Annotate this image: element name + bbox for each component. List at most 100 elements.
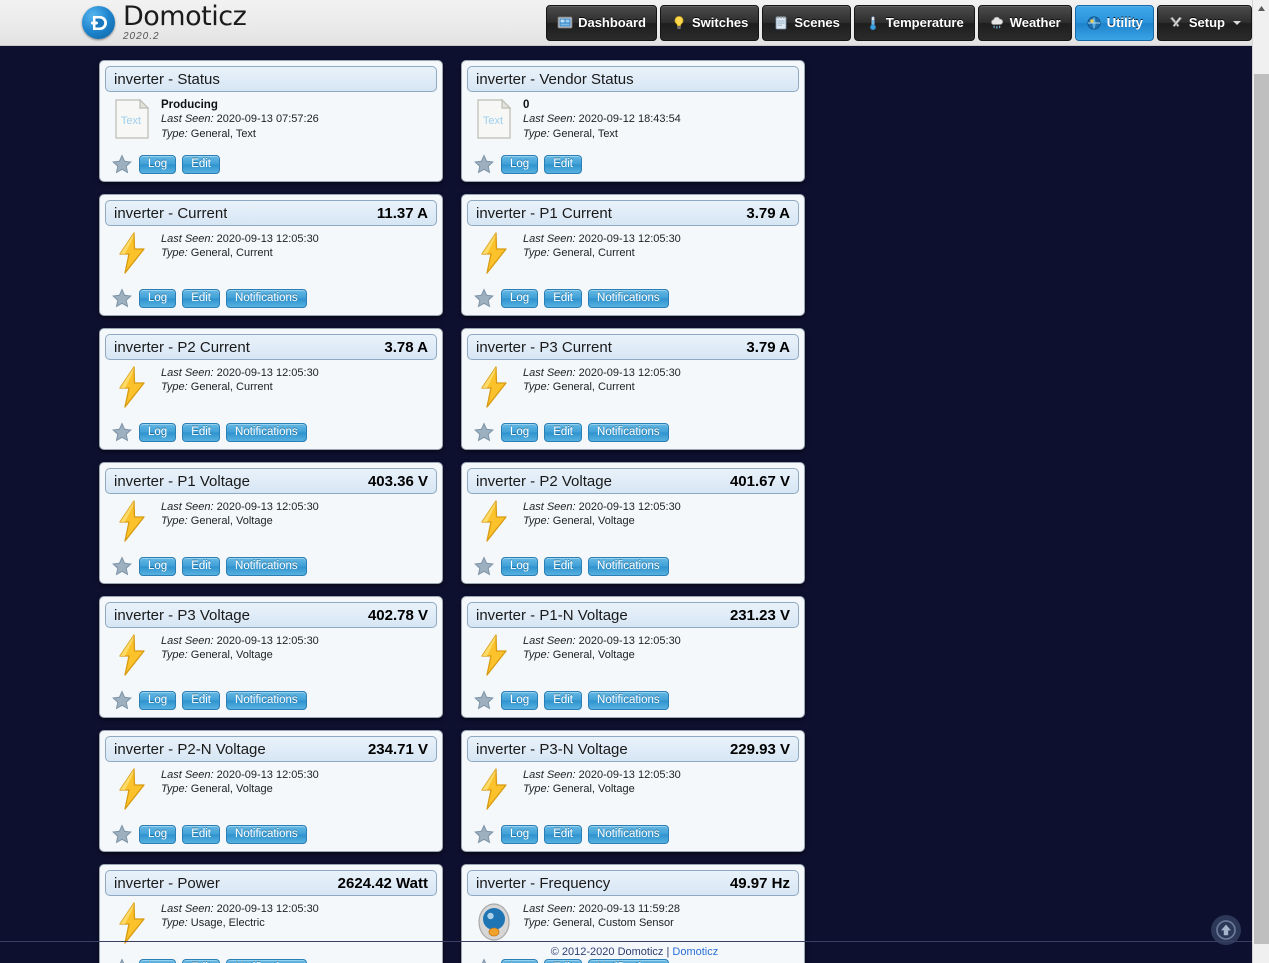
type-value: General, Current bbox=[552, 381, 635, 394]
notifications-button[interactable]: Notifications bbox=[588, 691, 669, 710]
log-button[interactable]: Log bbox=[501, 691, 539, 710]
device-last-seen: Last Seen: 2020-09-13 12:05:30 bbox=[161, 902, 435, 916]
nav-item-utility[interactable]: Utility bbox=[1074, 4, 1154, 41]
nav-item-scenes[interactable]: Scenes bbox=[762, 4, 851, 41]
log-button[interactable]: Log bbox=[501, 155, 539, 174]
edit-button[interactable]: Edit bbox=[182, 825, 221, 844]
device-card-header[interactable]: inverter - Current 11.37 A bbox=[105, 200, 437, 226]
notifications-button[interactable]: Notifications bbox=[588, 423, 669, 442]
favorite-star-icon[interactable] bbox=[473, 556, 495, 577]
device-card-header[interactable]: inverter - P3-N Voltage 229.93 V bbox=[467, 736, 799, 762]
favorite-star-icon[interactable] bbox=[473, 154, 495, 175]
type-value: General, Text bbox=[190, 127, 256, 140]
device-info: Last Seen: 2020-09-13 12:05:30 Type: Gene… bbox=[155, 498, 435, 552]
last-seen-value: 2020-09-13 12:05:30 bbox=[578, 233, 681, 245]
device-card: inverter - P3-N Voltage 229.93 V Last Seen… bbox=[461, 730, 805, 852]
favorite-star-icon[interactable] bbox=[111, 958, 133, 963]
device-card-header[interactable]: inverter - Power 2624.42 Watt bbox=[105, 870, 437, 896]
last-seen-label: Last Seen: bbox=[161, 113, 214, 126]
notifications-button[interactable]: Notifications bbox=[588, 825, 669, 844]
notifications-button[interactable]: Notifications bbox=[226, 825, 307, 844]
device-card-header[interactable]: inverter - P1 Current 3.79 A bbox=[467, 200, 799, 226]
edit-button[interactable]: Edit bbox=[544, 423, 583, 442]
log-button[interactable]: Log bbox=[139, 423, 177, 442]
device-last-seen: Last Seen: 2020-09-13 12:05:30 bbox=[523, 366, 797, 380]
notifications-button[interactable]: Notifications bbox=[588, 557, 669, 576]
device-card-footer: Log Edit Notifications bbox=[467, 688, 799, 711]
favorite-star-icon[interactable] bbox=[473, 958, 495, 963]
scrollbar-up-arrow[interactable] bbox=[1253, 0, 1269, 17]
edit-button[interactable]: Edit bbox=[544, 691, 583, 710]
log-button[interactable]: Log bbox=[139, 691, 177, 710]
scrollbar-thumb[interactable] bbox=[1254, 74, 1269, 944]
favorite-star-icon[interactable] bbox=[111, 154, 133, 175]
favorite-star-icon[interactable] bbox=[473, 824, 495, 845]
edit-button[interactable]: Edit bbox=[544, 557, 583, 576]
favorite-star-icon[interactable] bbox=[111, 824, 133, 845]
log-button[interactable]: Log bbox=[139, 155, 177, 174]
nav-item-weather[interactable]: Weather bbox=[977, 4, 1072, 41]
device-card-header[interactable]: inverter - P1-N Voltage 231.23 V bbox=[467, 602, 799, 628]
device-last-seen: Last Seen: 2020-09-13 12:05:30 bbox=[161, 768, 435, 782]
brand-version: 2020.2 bbox=[123, 31, 160, 42]
device-card-header[interactable]: inverter - P2 Voltage 401.67 V bbox=[467, 468, 799, 494]
notifications-button[interactable]: Notifications bbox=[226, 423, 307, 442]
type-label: Type: bbox=[161, 381, 188, 394]
log-button[interactable]: Log bbox=[139, 557, 177, 576]
nav-item-dashboard[interactable]: Dashboard bbox=[546, 4, 657, 41]
log-button[interactable]: Log bbox=[139, 289, 177, 308]
log-button[interactable]: Log bbox=[501, 825, 539, 844]
device-card-header[interactable]: inverter - P3 Current 3.79 A bbox=[467, 334, 799, 360]
type-value: General, Voltage bbox=[190, 783, 273, 796]
nav-item-setup[interactable]: Setup bbox=[1156, 4, 1252, 41]
log-button[interactable]: Log bbox=[501, 423, 539, 442]
window-scrollbar[interactable] bbox=[1252, 0, 1269, 963]
last-seen-value: 2020-09-13 12:05:30 bbox=[216, 769, 319, 781]
edit-button[interactable]: Edit bbox=[182, 423, 221, 442]
edit-button[interactable]: Edit bbox=[544, 289, 583, 308]
device-card-header[interactable]: inverter - Status bbox=[105, 66, 437, 92]
lightning-bolt-icon bbox=[119, 366, 145, 408]
notifications-button[interactable]: Notifications bbox=[226, 691, 307, 710]
favorite-star-icon[interactable] bbox=[473, 288, 495, 309]
device-card-header[interactable]: inverter - P2-N Voltage 234.71 V bbox=[105, 736, 437, 762]
type-value: General, Current bbox=[552, 247, 635, 260]
favorite-star-icon[interactable] bbox=[111, 422, 133, 443]
scroll-to-top-button[interactable] bbox=[1211, 915, 1241, 945]
nav-item-switches[interactable]: Switches bbox=[659, 4, 760, 41]
log-button[interactable]: Log bbox=[501, 557, 539, 576]
log-button[interactable]: Log bbox=[139, 825, 177, 844]
device-card-header[interactable]: inverter - P2 Current 3.78 A bbox=[105, 334, 437, 360]
notifications-button[interactable]: Notifications bbox=[226, 557, 307, 576]
edit-button[interactable]: Edit bbox=[544, 155, 583, 174]
device-card-header[interactable]: inverter - P1 Voltage 403.36 V bbox=[105, 468, 437, 494]
favorite-star-icon[interactable] bbox=[111, 556, 133, 577]
favorite-star-icon[interactable] bbox=[111, 288, 133, 309]
device-icon: Text bbox=[471, 96, 517, 150]
favorite-star-icon[interactable] bbox=[111, 690, 133, 711]
edit-button[interactable]: Edit bbox=[182, 155, 221, 174]
favorite-star-icon[interactable] bbox=[473, 690, 495, 711]
brand[interactable]: Domoticz 2020.2 bbox=[82, 3, 247, 42]
type-label: Type: bbox=[523, 127, 550, 140]
device-last-seen: Last Seen: 2020-09-13 12:05:30 bbox=[523, 634, 797, 648]
notifications-button[interactable]: Notifications bbox=[588, 289, 669, 308]
device-card-header[interactable]: inverter - Vendor Status bbox=[467, 66, 799, 92]
edit-button[interactable]: Edit bbox=[182, 557, 221, 576]
device-card-header[interactable]: inverter - Frequency 49.97 Hz bbox=[467, 870, 799, 896]
notifications-button[interactable]: Notifications bbox=[226, 289, 307, 308]
device-title: inverter - P1 Voltage bbox=[114, 472, 250, 490]
footer-link[interactable]: Domoticz bbox=[672, 946, 719, 958]
last-seen-label: Last Seen: bbox=[523, 501, 576, 513]
nav-item-temperature[interactable]: Temperature bbox=[853, 4, 975, 41]
edit-button[interactable]: Edit bbox=[182, 289, 221, 308]
text-sensor-icon: Text bbox=[477, 98, 512, 139]
svg-text:Text: Text bbox=[483, 115, 503, 127]
edit-button[interactable]: Edit bbox=[182, 691, 221, 710]
device-card-header[interactable]: inverter - P3 Voltage 402.78 V bbox=[105, 602, 437, 628]
edit-button[interactable]: Edit bbox=[544, 825, 583, 844]
nav-menu: Dashboard Switches Scenes bbox=[546, 4, 1252, 41]
device-type: Type: General, Text bbox=[161, 127, 435, 141]
log-button[interactable]: Log bbox=[501, 289, 539, 308]
favorite-star-icon[interactable] bbox=[473, 422, 495, 443]
